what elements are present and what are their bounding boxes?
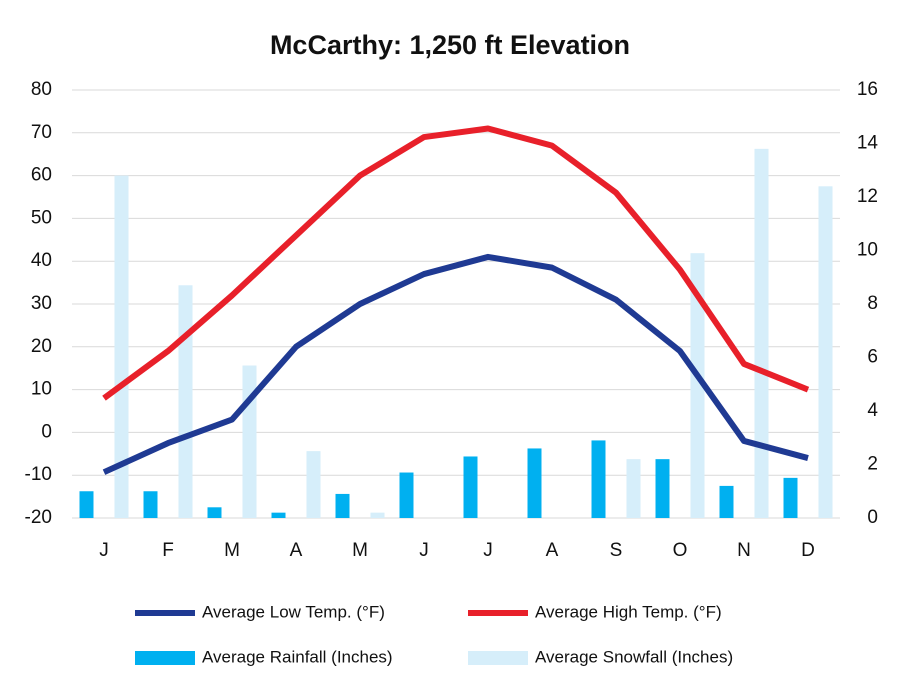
bar — [242, 365, 257, 518]
bar — [527, 448, 542, 518]
bar — [655, 459, 670, 518]
legend-label: Average Snowfall (Inches) — [535, 647, 733, 666]
layer: -20 -10 0 10 20 30 40 50 60 70 80 0 2 4 6 8 10 12 14 16 J F M A… — [25, 79, 879, 666]
legend-swatch — [135, 651, 195, 665]
x-tick-label: A — [546, 540, 559, 561]
bar — [114, 175, 129, 518]
y2-tick-label: 12 — [857, 186, 878, 207]
y2-tick-label: 4 — [867, 400, 878, 421]
line — [102, 125, 810, 401]
x-tick-label: J — [99, 540, 109, 561]
y-tick-label: 50 — [31, 207, 52, 228]
bar — [591, 440, 606, 518]
bar — [370, 512, 385, 518]
y-tick-label: 30 — [31, 293, 52, 314]
y2-tick-label: 8 — [867, 293, 878, 314]
bar — [79, 491, 94, 518]
bar — [626, 459, 641, 518]
bar — [335, 493, 350, 518]
bar — [754, 148, 769, 518]
y-tick-label: 10 — [31, 379, 52, 400]
x-tick-label: J — [483, 540, 493, 561]
y2-tick-label: 10 — [857, 240, 878, 261]
bar — [143, 491, 158, 518]
y2-tick-label: 14 — [857, 133, 879, 154]
layer — [102, 125, 810, 475]
line — [102, 253, 809, 475]
bar — [463, 456, 478, 518]
legend-label: Average High Temp. (°F) — [535, 602, 722, 621]
bar — [783, 477, 798, 518]
x-tick-label: S — [610, 540, 623, 561]
y-tick-label: 40 — [31, 250, 52, 271]
legend-swatch — [468, 651, 528, 665]
chart-title: McCarthy: 1,250 ft Elevation — [270, 30, 630, 60]
y-tick-label: 80 — [31, 79, 52, 100]
legend-label: Average Low Temp. (°F) — [202, 602, 385, 621]
y-tick-label: 20 — [31, 336, 52, 357]
y-tick-label: -20 — [25, 507, 52, 528]
x-tick-label: J — [419, 540, 429, 561]
y-tick-label: 70 — [31, 122, 52, 143]
y-tick-label: 60 — [31, 165, 52, 186]
x-tick-label: A — [290, 540, 303, 561]
y2-tick-label: 2 — [867, 454, 878, 475]
y2-tick-label: 0 — [867, 507, 878, 528]
x-tick-label: N — [737, 540, 751, 561]
y2-tick-label: 16 — [857, 79, 878, 100]
bar — [818, 186, 833, 519]
y2-tick-label: 6 — [867, 347, 878, 368]
bar — [399, 472, 414, 518]
y-tick-label: 0 — [41, 421, 52, 442]
bar — [178, 285, 193, 518]
x-tick-label: F — [162, 540, 174, 561]
y-tick-label: -10 — [25, 464, 52, 485]
x-tick-label: O — [673, 540, 688, 561]
layer — [79, 148, 833, 519]
bar — [690, 253, 705, 519]
bar — [719, 485, 734, 518]
x-tick-label: M — [352, 540, 368, 561]
legend-label: Average Rainfall (Inches) — [202, 647, 393, 666]
bar — [207, 507, 222, 518]
bar — [306, 451, 321, 518]
x-tick-label: M — [224, 540, 240, 561]
x-tick-label: D — [801, 540, 815, 561]
bar — [271, 512, 286, 518]
